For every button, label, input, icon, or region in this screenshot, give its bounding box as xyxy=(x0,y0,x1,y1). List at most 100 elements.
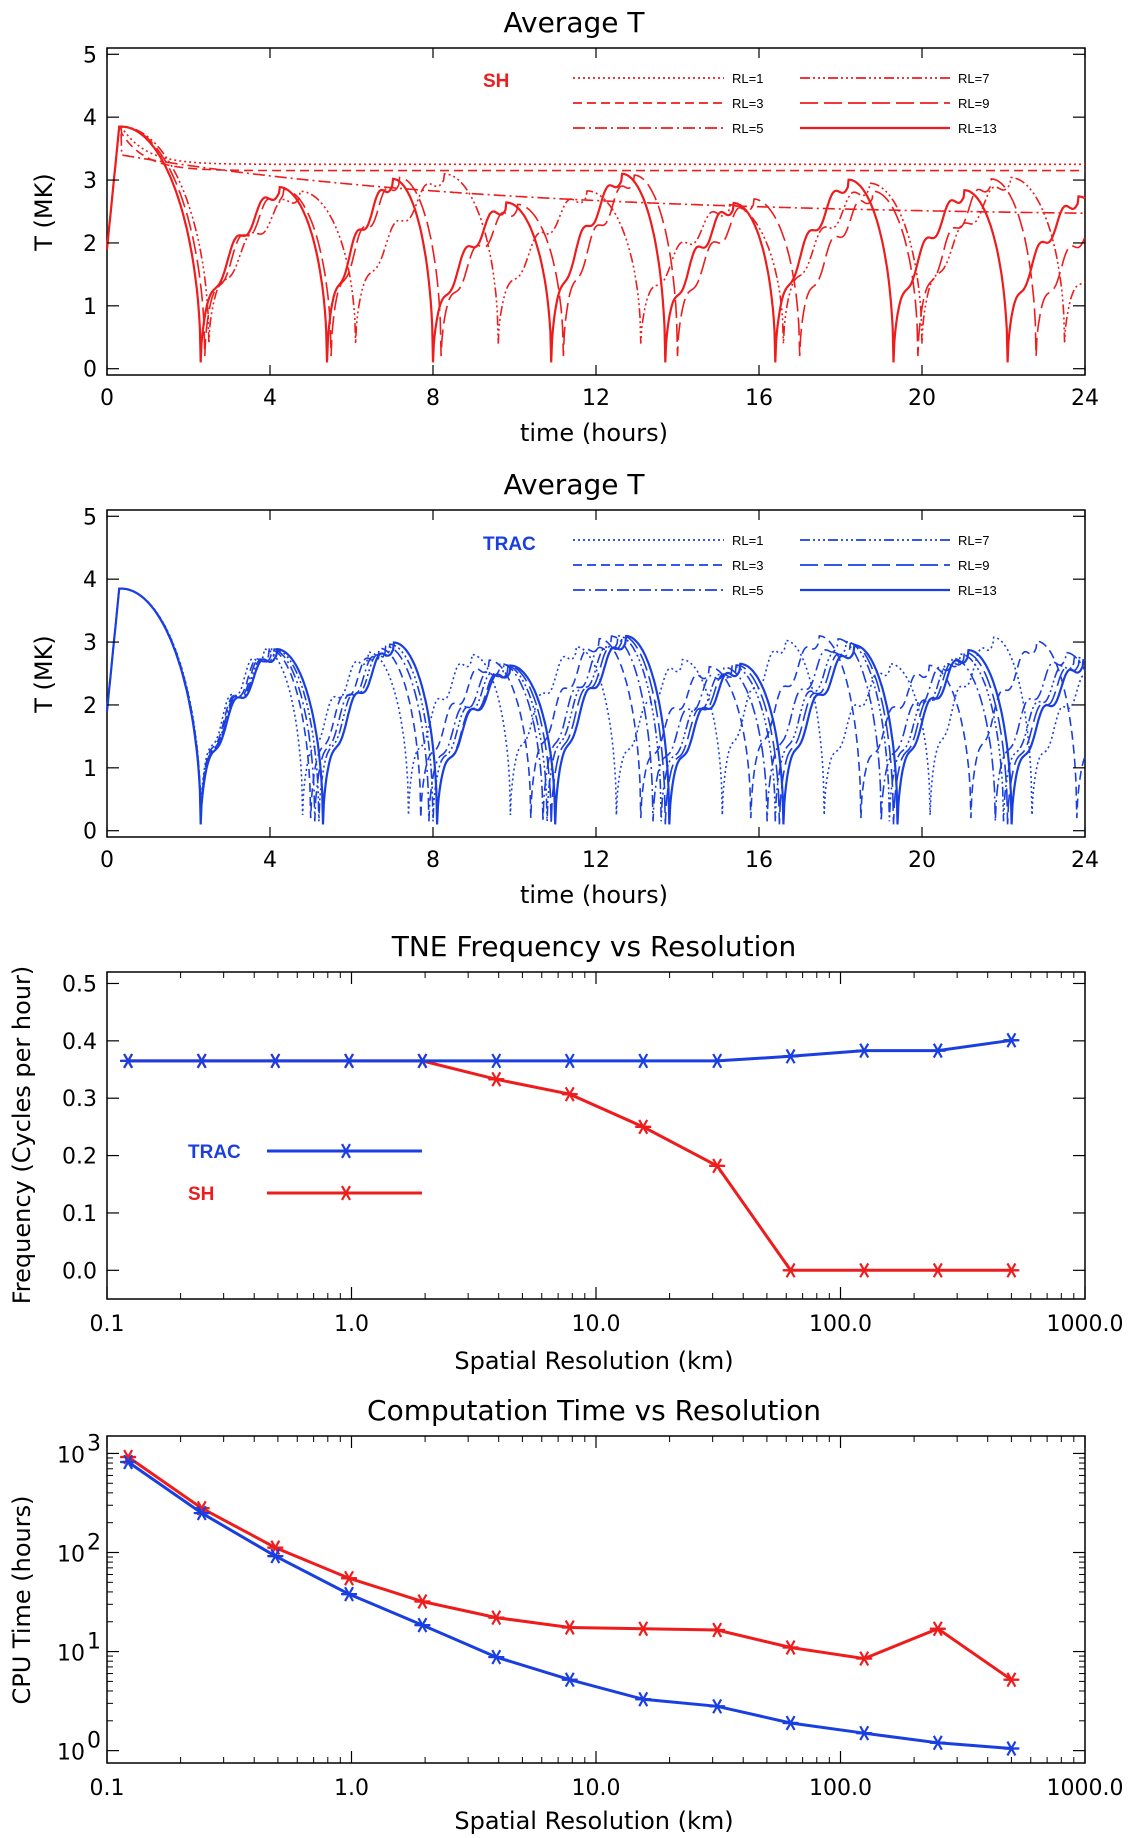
x-tick-label: 20 xyxy=(908,386,936,411)
panel2-legend-title: TRAC xyxy=(483,534,536,555)
y-tick-label: 10 xyxy=(57,1543,85,1568)
x-tick-label: 16 xyxy=(745,848,773,873)
panel-tne-frequency: TNE Frequency vs Resolution 0.1 1.0 10.0 10… xyxy=(8,930,1123,1375)
data-point-marker xyxy=(267,1053,284,1069)
series-line-rl7 xyxy=(106,587,1086,822)
data-point-marker xyxy=(782,1639,799,1655)
x-tick-label: 4 xyxy=(263,848,277,873)
y-tick-label: 10 xyxy=(57,1642,85,1667)
x-tick-label: 16 xyxy=(745,386,773,411)
panel3-xlabel: Spatial Resolution (km) xyxy=(454,1347,733,1375)
data-point-marker xyxy=(1003,1032,1020,1048)
panel3-series-group xyxy=(120,1032,1020,1278)
data-point-marker xyxy=(709,1622,726,1638)
panel3-title: TNE Frequency vs Resolution xyxy=(391,930,797,963)
legend-label: RL=1 xyxy=(732,71,763,86)
data-point-marker xyxy=(709,1698,726,1714)
y-tick-label: 0 xyxy=(83,820,97,845)
series-line-trac xyxy=(128,1038,1012,1063)
panel1-legend-title: SH xyxy=(483,71,509,92)
data-point-marker xyxy=(1003,1741,1020,1757)
data-point-marker xyxy=(1003,1262,1020,1278)
data-point-marker xyxy=(782,1048,799,1064)
series-line-red xyxy=(127,1455,1013,1681)
legend-label: RL=13 xyxy=(958,121,997,136)
x-tick-label: 8 xyxy=(426,848,440,873)
data-point-marker xyxy=(267,1540,284,1556)
panel3-ticks: 0.1 1.0 10.0 100.0 1000.0 0.0 0.1 0.2 0.3 0.4 0.5 xyxy=(62,972,1123,1337)
data-point-marker xyxy=(561,1620,578,1635)
y-tick-label: 0.5 xyxy=(62,972,97,997)
data-point-marker xyxy=(1003,1672,1020,1688)
x-tick-label: 24 xyxy=(1071,386,1099,411)
panel4-ylabel: CPU Time (hours) xyxy=(8,1496,36,1705)
data-point-marker xyxy=(561,1086,578,1102)
y-tick-exponent: 1 xyxy=(87,1630,101,1655)
panel3-ylabel: Frequency (Cycles per hour) xyxy=(8,966,36,1305)
y-tick-label: 1 xyxy=(83,295,97,320)
panel1-legend: RL=1 RL=3 RL=5 RL=7 RL=9 RL=13 xyxy=(573,71,997,136)
panel-computation-time: Computation Time vs Resolution 0.1 1.0 10.… xyxy=(8,1394,1123,1835)
x-tick-label: 100.0 xyxy=(809,1776,872,1801)
legend-label: TRAC xyxy=(188,1142,241,1163)
data-point-marker xyxy=(414,1594,431,1610)
x-tick-label: 1000.0 xyxy=(1047,1312,1124,1337)
legend-label: RL=3 xyxy=(732,558,763,573)
x-tick-label: 0.1 xyxy=(90,1312,125,1337)
x-tick-label: 12 xyxy=(582,386,610,411)
legend-label: RL=5 xyxy=(732,583,763,598)
panel1-series-group xyxy=(105,125,1086,363)
x-tick-label: 1.0 xyxy=(334,1312,369,1337)
data-point-marker xyxy=(341,1586,358,1602)
x-tick-label: 4 xyxy=(263,386,277,411)
legend-label: RL=13 xyxy=(958,583,997,598)
y-tick-label: 0.1 xyxy=(62,1202,97,1227)
series-line-blue xyxy=(127,1460,1012,1750)
y-tick-exponent: 0 xyxy=(87,1729,101,1754)
data-point-marker xyxy=(488,1071,505,1087)
series-line-rl13 xyxy=(105,125,1086,363)
panel4-xlabel: Spatial Resolution (km) xyxy=(454,1807,733,1835)
legend-label: RL=7 xyxy=(958,533,989,548)
x-tick-label: 100.0 xyxy=(809,1312,872,1337)
data-point-marker xyxy=(856,1725,873,1741)
data-point-marker xyxy=(561,1053,578,1069)
data-point-marker xyxy=(856,1043,873,1059)
data-point-marker xyxy=(782,1262,799,1278)
panel4-title: Computation Time vs Resolution xyxy=(367,1394,821,1427)
data-point-marker xyxy=(338,1143,354,1159)
panel2-title: Average T xyxy=(504,468,646,501)
y-tick-label: 2 xyxy=(83,232,97,257)
data-point-marker xyxy=(414,1053,431,1069)
x-tick-label: 12 xyxy=(582,848,610,873)
data-point-marker xyxy=(338,1185,354,1201)
data-point-marker xyxy=(929,1621,946,1637)
series-line-rl3 xyxy=(106,125,1085,250)
series-line-rl9 xyxy=(106,125,1086,357)
data-point-marker xyxy=(193,1053,210,1069)
y-tick-label: 4 xyxy=(83,568,97,593)
y-tick-exponent: 2 xyxy=(87,1531,101,1556)
data-point-marker xyxy=(856,1262,873,1278)
legend-label: RL=3 xyxy=(732,96,763,111)
series-line-rl13 xyxy=(105,587,1086,825)
y-tick-label: 0.3 xyxy=(62,1087,97,1112)
y-tick-label: 10 xyxy=(57,1741,85,1766)
y-tick-label: 2 xyxy=(83,694,97,719)
series-line-rl3 xyxy=(106,587,1086,819)
panel3-plot-frame xyxy=(106,971,1086,1300)
x-tick-label: 8 xyxy=(426,386,440,411)
x-tick-label: 24 xyxy=(1071,848,1099,873)
legend-label: SH xyxy=(188,1184,214,1205)
y-tick-label: 3 xyxy=(83,169,97,194)
data-point-marker xyxy=(341,1053,358,1069)
y-tick-label: 0 xyxy=(83,358,97,383)
data-point-marker xyxy=(709,1053,726,1069)
data-point-marker xyxy=(929,1262,946,1278)
y-tick-label: 4 xyxy=(83,106,97,131)
panel1-xlabel: time (hours) xyxy=(520,419,668,447)
y-tick-label: 0.4 xyxy=(62,1030,97,1055)
